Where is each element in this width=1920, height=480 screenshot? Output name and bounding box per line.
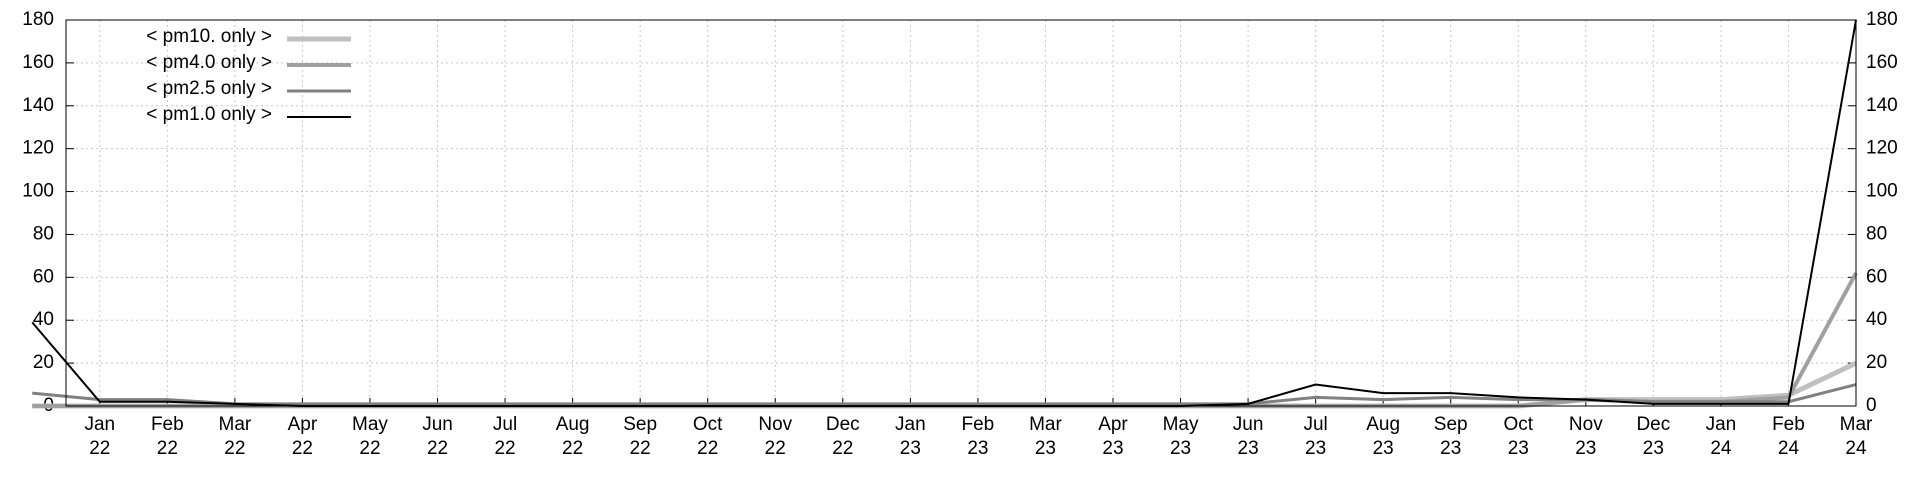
legend-label: < pm1.0 only > bbox=[146, 104, 272, 125]
series-line bbox=[32, 272, 1858, 408]
y-tick-label: 140 bbox=[22, 95, 54, 116]
y2-tick-label: 40 bbox=[1866, 309, 1887, 330]
x-tick-label: Apr 23 bbox=[1098, 414, 1128, 459]
x-tick-label: Feb 22 bbox=[151, 414, 184, 459]
y2-tick-label: 80 bbox=[1866, 223, 1887, 244]
x-tick-label: Jan 23 bbox=[895, 414, 926, 459]
x-tick-label: Apr 22 bbox=[288, 414, 318, 459]
x-tick-label: Feb 23 bbox=[962, 414, 995, 459]
y2-tick-label: 180 bbox=[1866, 9, 1898, 30]
x-tick-label: Mar 22 bbox=[219, 414, 252, 459]
y2-tick-label: 160 bbox=[1866, 52, 1898, 73]
y-tick-label: 40 bbox=[33, 309, 54, 330]
y-tick-label: 60 bbox=[33, 266, 54, 287]
y-tick-label: 80 bbox=[33, 223, 54, 244]
series-line bbox=[31, 19, 1857, 407]
y2-tick-label: 100 bbox=[1866, 181, 1898, 202]
legend-label: < pm4.0 only > bbox=[146, 52, 272, 73]
x-tick-label: Jul 22 bbox=[493, 414, 517, 459]
x-tick-label: May 22 bbox=[352, 414, 388, 459]
x-tick-label: Mar 23 bbox=[1029, 414, 1062, 459]
y2-tick-label: 0 bbox=[1866, 395, 1877, 416]
x-tick-label: Jan 22 bbox=[84, 414, 115, 459]
x-tick-label: Dec 22 bbox=[826, 414, 860, 459]
y-tick-label: 180 bbox=[22, 9, 54, 30]
x-tick-label: Nov 23 bbox=[1569, 414, 1603, 459]
x-tick-label: Oct 22 bbox=[693, 414, 723, 459]
x-tick-label: Sep 23 bbox=[1434, 414, 1468, 459]
y2-tick-label: 60 bbox=[1866, 266, 1887, 287]
y-tick-label: 20 bbox=[33, 352, 54, 373]
x-tick-label: Sep 22 bbox=[623, 414, 657, 459]
series-line bbox=[32, 383, 1857, 406]
x-tick-label: Jan 24 bbox=[1706, 414, 1737, 459]
x-tick-label: Mar 24 bbox=[1840, 414, 1873, 459]
plot-frame bbox=[65, 19, 1857, 407]
legend-label: < pm2.5 only > bbox=[146, 78, 272, 99]
x-tick-label: Aug 22 bbox=[556, 414, 590, 459]
x-tick-label: Jun 23 bbox=[1233, 414, 1264, 459]
y2-tick-label: 120 bbox=[1866, 138, 1898, 159]
x-tick-label: Dec 23 bbox=[1636, 414, 1670, 459]
x-tick-label: May 23 bbox=[1163, 414, 1199, 459]
y-tick-label: 120 bbox=[22, 138, 54, 159]
y-tick-label: 160 bbox=[22, 52, 54, 73]
y-tick-label: 100 bbox=[22, 181, 54, 202]
y2-tick-label: 140 bbox=[1866, 95, 1898, 116]
legend-label: < pm10. only > bbox=[146, 26, 272, 47]
x-tick-label: Nov 22 bbox=[758, 414, 792, 459]
x-tick-label: Feb 24 bbox=[1772, 414, 1805, 459]
x-tick-label: Jun 22 bbox=[422, 414, 453, 459]
x-tick-label: Oct 23 bbox=[1503, 414, 1533, 459]
x-tick-label: Aug 23 bbox=[1366, 414, 1400, 459]
y2-tick-label: 20 bbox=[1866, 352, 1887, 373]
x-tick-label: Jul 23 bbox=[1303, 414, 1327, 459]
